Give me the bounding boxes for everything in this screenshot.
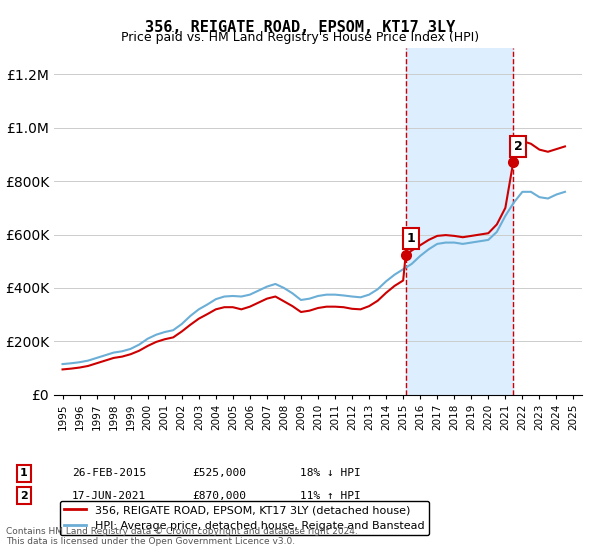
Bar	[406, 48, 513, 395]
Text: 1: 1	[20, 468, 28, 478]
Text: 17-JUN-2021: 17-JUN-2021	[72, 491, 146, 501]
Text: 11% ↑ HPI: 11% ↑ HPI	[300, 491, 361, 501]
Text: 1: 1	[406, 232, 415, 245]
Text: 26-FEB-2015: 26-FEB-2015	[72, 468, 146, 478]
Legend: 356, REIGATE ROAD, EPSOM, KT17 3LY (detached house), HPI: Average price, detache: 356, REIGATE ROAD, EPSOM, KT17 3LY (deta…	[59, 501, 429, 535]
Text: 356, REIGATE ROAD, EPSOM, KT17 3LY: 356, REIGATE ROAD, EPSOM, KT17 3LY	[145, 20, 455, 35]
Text: £870,000: £870,000	[192, 491, 246, 501]
Text: Contains HM Land Registry data © Crown copyright and database right 2024.
This d: Contains HM Land Registry data © Crown c…	[6, 526, 358, 546]
Text: £525,000: £525,000	[192, 468, 246, 478]
Text: 18% ↓ HPI: 18% ↓ HPI	[300, 468, 361, 478]
Text: 2: 2	[514, 140, 523, 153]
Text: 2: 2	[20, 491, 28, 501]
Text: Price paid vs. HM Land Registry's House Price Index (HPI): Price paid vs. HM Land Registry's House …	[121, 31, 479, 44]
